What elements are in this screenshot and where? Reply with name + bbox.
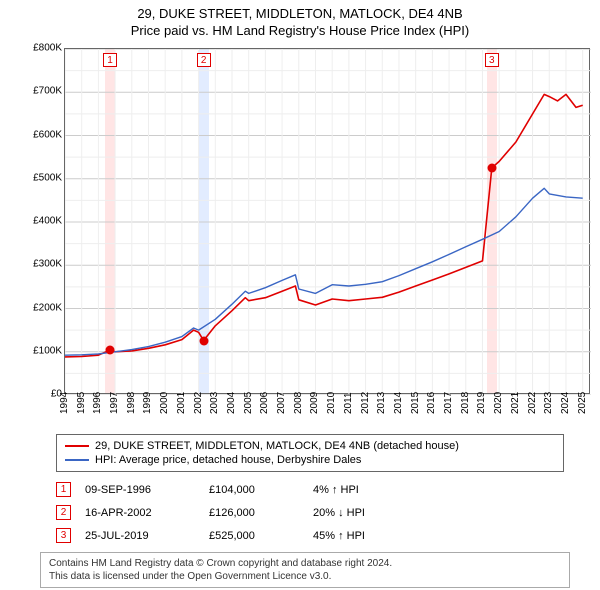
title-line2: Price paid vs. HM Land Registry's House … [0,23,600,38]
x-tick-label: 2017 [443,392,454,414]
x-tick-label: 2016 [426,392,437,414]
x-tick-label: 2022 [527,392,538,414]
x-tick-label: 2023 [543,392,554,414]
legend-swatch [65,459,89,461]
x-tick-label: 1995 [76,392,87,414]
x-tick-label: 1999 [142,392,153,414]
sales-row-delta: 45% ↑ HPI [313,530,433,542]
sale-marker-dot [487,163,496,172]
x-tick-label: 2013 [376,392,387,414]
x-axis-ticks: 1994199519961997199819992000200120022003… [64,396,590,428]
plot-svg [65,49,591,395]
y-tick-label: £400K [33,216,62,227]
x-tick-label: 2021 [510,392,521,414]
sales-row-index: 3 [56,528,71,543]
sale-marker-dot [199,336,208,345]
x-tick-label: 2015 [410,392,421,414]
y-tick-label: £100K [33,345,62,356]
x-tick-label: 2024 [560,392,571,414]
x-tick-label: 2011 [343,392,354,414]
x-tick-label: 1998 [126,392,137,414]
y-tick-label: £500K [33,172,62,183]
sales-row-date: 25-JUL-2019 [85,530,205,542]
sales-row-delta: 20% ↓ HPI [313,507,433,519]
sales-table: 1 09-SEP-1996 £104,000 4% ↑ HPI 2 16-APR-2002… [56,478,564,547]
x-tick-label: 1997 [109,392,120,414]
legend: 29, DUKE STREET, MIDDLETON, MATLOCK, DE4… [56,434,564,472]
x-tick-label: 2008 [293,392,304,414]
legend-row: HPI: Average price, detached house, Derb… [65,453,555,467]
x-tick-label: 2020 [493,392,504,414]
title-block: 29, DUKE STREET, MIDDLETON, MATLOCK, DE4… [0,0,600,38]
x-tick-label: 2000 [159,392,170,414]
y-tick-label: £800K [33,43,62,54]
x-tick-label: 2018 [460,392,471,414]
sale-marker-label: 2 [197,53,211,67]
footer-line1: Contains HM Land Registry data © Crown c… [49,557,561,570]
legend-label: 29, DUKE STREET, MIDDLETON, MATLOCK, DE4… [95,440,459,452]
sales-row-price: £525,000 [209,530,309,542]
x-tick-label: 2012 [360,392,371,414]
y-tick-label: £200K [33,302,62,313]
sales-row-date: 09-SEP-1996 [85,484,205,496]
sales-row: 2 16-APR-2002 £126,000 20% ↓ HPI [56,501,564,524]
x-tick-label: 1996 [92,392,103,414]
page: 29, DUKE STREET, MIDDLETON, MATLOCK, DE4… [0,0,600,590]
x-tick-label: 2005 [243,392,254,414]
x-tick-label: 2001 [176,392,187,414]
x-tick-label: 2004 [226,392,237,414]
sales-row-index: 2 [56,505,71,520]
x-tick-label: 2007 [276,392,287,414]
sales-row-delta: 4% ↑ HPI [313,484,433,496]
y-tick-label: £700K [33,86,62,97]
y-axis-ticks: £0£100K£200K£300K£400K£500K£600K£700K£80… [34,48,64,428]
sale-marker-dot [106,346,115,355]
sales-row-price: £126,000 [209,507,309,519]
chart: £0£100K£200K£300K£400K£500K£600K£700K£80… [34,48,590,428]
footer-line2: This data is licensed under the Open Gov… [49,570,561,583]
sales-row-price: £104,000 [209,484,309,496]
x-tick-label: 2009 [309,392,320,414]
sale-marker-label: 3 [485,53,499,67]
x-tick-label: 2010 [326,392,337,414]
x-tick-label: 2019 [476,392,487,414]
x-tick-label: 2003 [209,392,220,414]
sales-row-index: 1 [56,482,71,497]
sale-marker-label: 1 [103,53,117,67]
legend-swatch [65,445,89,447]
x-tick-label: 2006 [259,392,270,414]
sales-row: 3 25-JUL-2019 £525,000 45% ↑ HPI [56,524,564,547]
x-tick-label: 2014 [393,392,404,414]
y-tick-label: £600K [33,129,62,140]
sales-row-date: 16-APR-2002 [85,507,205,519]
x-tick-label: 1994 [59,392,70,414]
x-tick-label: 2002 [193,392,204,414]
x-tick-label: 2025 [577,392,588,414]
plot-area: 1 2 3 [64,48,590,394]
y-tick-label: £300K [33,259,62,270]
legend-label: HPI: Average price, detached house, Derb… [95,454,361,466]
legend-row: 29, DUKE STREET, MIDDLETON, MATLOCK, DE4… [65,439,555,453]
sales-row: 1 09-SEP-1996 £104,000 4% ↑ HPI [56,478,564,501]
title-line1: 29, DUKE STREET, MIDDLETON, MATLOCK, DE4… [0,6,600,21]
attribution-footer: Contains HM Land Registry data © Crown c… [40,552,570,588]
